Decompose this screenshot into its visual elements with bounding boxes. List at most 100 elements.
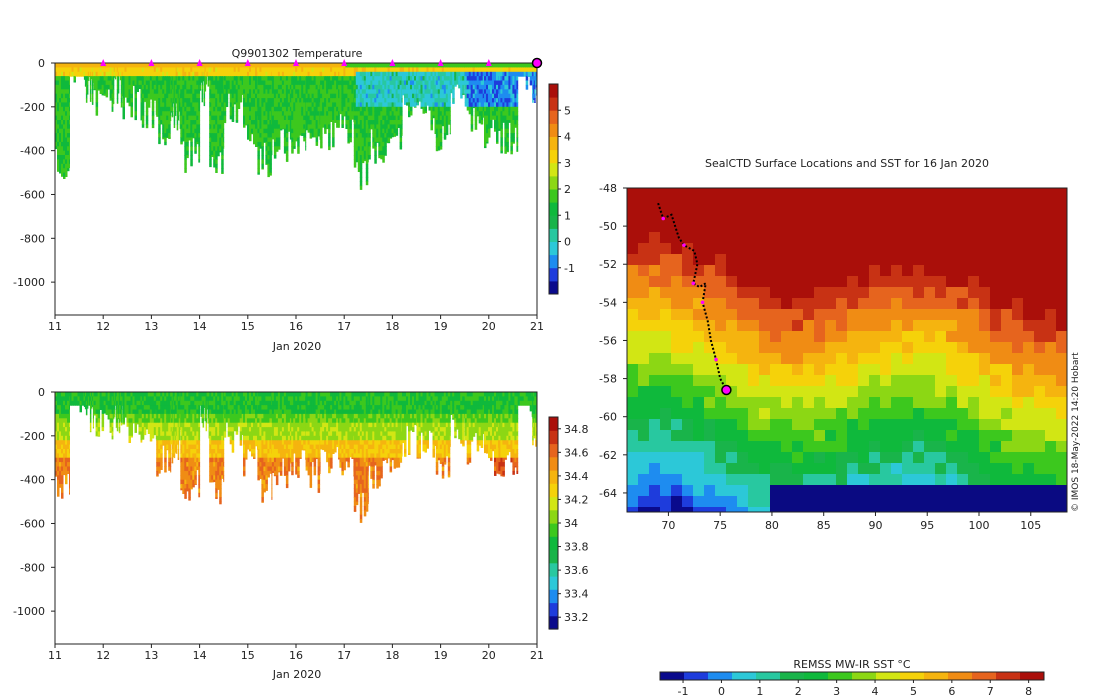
section-cell bbox=[291, 80, 294, 86]
section-cell bbox=[386, 137, 389, 143]
section-cell bbox=[462, 76, 465, 81]
section-cell bbox=[251, 80, 254, 86]
section-cell bbox=[478, 102, 482, 108]
section-cell bbox=[406, 98, 409, 103]
section-cell bbox=[273, 106, 277, 112]
section-cell bbox=[410, 67, 413, 73]
section-cell bbox=[109, 431, 113, 433]
section-cell bbox=[119, 405, 122, 410]
section-cell bbox=[221, 71, 224, 77]
section-cell bbox=[317, 120, 321, 125]
section-cell bbox=[55, 71, 58, 77]
section-cell bbox=[213, 120, 216, 125]
section-cell bbox=[225, 93, 229, 99]
section-cell bbox=[87, 76, 90, 81]
section-cell bbox=[324, 76, 327, 81]
section-cell bbox=[261, 150, 264, 156]
section-cell bbox=[357, 80, 361, 86]
section-cell bbox=[468, 111, 472, 115]
section-cell bbox=[435, 63, 439, 68]
section-cell bbox=[476, 63, 480, 68]
section-cell bbox=[177, 418, 180, 424]
section-cell bbox=[65, 111, 68, 117]
section-cell bbox=[109, 413, 113, 419]
section-cell bbox=[472, 67, 476, 73]
section-cell bbox=[277, 102, 281, 108]
section-cell bbox=[130, 396, 133, 402]
section-cell bbox=[418, 67, 421, 73]
section-cell bbox=[277, 111, 281, 117]
section-cell bbox=[283, 150, 287, 154]
section-cell bbox=[122, 93, 125, 99]
section-cell bbox=[180, 141, 183, 145]
section-cell bbox=[502, 115, 505, 121]
section-cell bbox=[468, 71, 472, 77]
section-cell bbox=[326, 120, 329, 125]
section-cell bbox=[69, 409, 70, 415]
section-cell bbox=[97, 67, 101, 73]
section-cell bbox=[221, 168, 224, 174]
salinity-section-cells bbox=[55, 392, 538, 523]
section-cell bbox=[370, 84, 373, 90]
section-cell bbox=[289, 84, 292, 90]
section-cell bbox=[261, 76, 264, 81]
section-cell bbox=[255, 141, 258, 147]
section-cell bbox=[393, 124, 397, 130]
profile-marker bbox=[485, 59, 492, 66]
section-cell bbox=[164, 63, 167, 68]
section-cell bbox=[387, 120, 391, 125]
section-cell bbox=[277, 89, 281, 95]
section-cell bbox=[510, 111, 513, 117]
section-cell bbox=[65, 84, 68, 90]
section-cell bbox=[164, 137, 167, 143]
section-cell bbox=[89, 413, 92, 419]
section-cell bbox=[143, 71, 147, 77]
section-cell bbox=[283, 76, 287, 81]
section-cell bbox=[336, 124, 339, 128]
section-cell bbox=[305, 133, 307, 138]
section-cell bbox=[103, 80, 107, 86]
section-cell bbox=[257, 159, 260, 165]
section-cell bbox=[182, 431, 185, 437]
section-cell bbox=[184, 93, 187, 99]
section-cell bbox=[402, 80, 405, 86]
section-cell bbox=[410, 102, 413, 108]
section-cell bbox=[434, 63, 437, 68]
section-cell bbox=[168, 462, 171, 467]
section-cell bbox=[168, 111, 171, 117]
section-cell bbox=[237, 98, 241, 103]
section-cell bbox=[370, 124, 373, 130]
section-cell bbox=[255, 115, 258, 121]
section-cell bbox=[173, 93, 176, 99]
section-cell bbox=[454, 76, 457, 81]
section-cell bbox=[322, 98, 325, 103]
section-cell bbox=[160, 422, 163, 428]
section-cell bbox=[156, 63, 159, 68]
section-cell bbox=[399, 120, 403, 125]
section-cell bbox=[59, 413, 62, 419]
section-cell bbox=[349, 111, 352, 117]
section-cell bbox=[57, 470, 60, 476]
section-cell bbox=[180, 457, 183, 463]
section-cell bbox=[309, 102, 313, 108]
section-cell bbox=[211, 146, 214, 152]
section-cell bbox=[126, 93, 129, 99]
section-cell bbox=[65, 137, 68, 143]
section-cell bbox=[57, 120, 60, 125]
section-cell bbox=[91, 392, 94, 397]
section-cell bbox=[184, 98, 187, 103]
section-cell bbox=[279, 71, 283, 77]
section-cell bbox=[180, 427, 183, 432]
section-cell bbox=[339, 102, 342, 108]
section-cell bbox=[508, 120, 511, 123]
section-cell bbox=[177, 427, 180, 432]
section-cell bbox=[482, 111, 485, 117]
section-cell bbox=[91, 102, 94, 105]
section-cell bbox=[382, 102, 385, 108]
section-cell bbox=[140, 413, 143, 419]
section-cell bbox=[275, 93, 279, 99]
section-cell bbox=[156, 396, 159, 402]
section-cell bbox=[434, 115, 437, 121]
section-cell bbox=[241, 84, 244, 90]
section-cell bbox=[361, 89, 365, 95]
